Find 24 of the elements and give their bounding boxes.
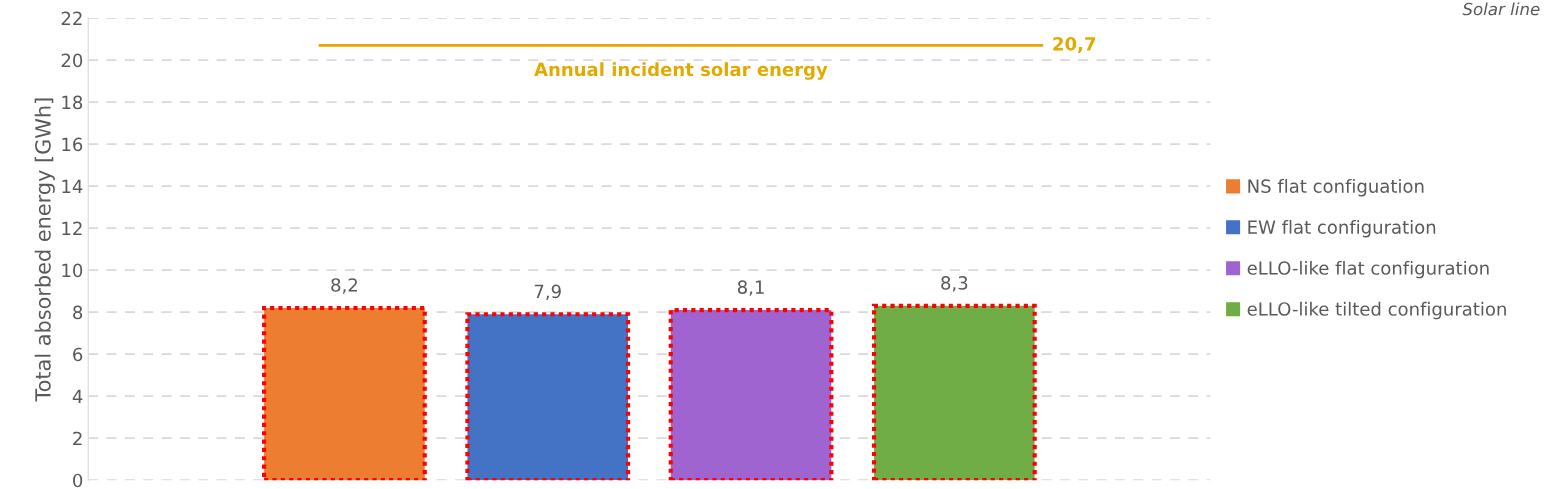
ref-line-label: Annual incident solar energy [534, 62, 828, 80]
data-label: 8,1 [737, 280, 764, 296]
annotation: 20,7 [1053, 36, 1096, 53]
y-tick-label: 16 [62, 137, 83, 152]
data-label: 8,3 [941, 276, 968, 292]
y-tick-label: 4 [72, 389, 83, 404]
legend-label: eLLO-like flat configuration [1247, 260, 1489, 279]
y-axis-title: Total absorbed energy [GWh] [34, 98, 55, 402]
legend-label: eLLO-like tilted configuration [1247, 301, 1506, 320]
y-tick-label: 6 [73, 347, 83, 362]
text: Solar line [1462, 2, 1540, 16]
legend-label: EW flat configuration [1248, 219, 1436, 238]
y-tick-label: 10 [62, 263, 83, 278]
y-tick-label: 22 [61, 11, 82, 25]
data-label: 8,2 [331, 278, 357, 294]
y-tick-label: 18 [62, 95, 83, 110]
y-tick-label: 20 [61, 53, 83, 68]
y-tick-label: 14 [62, 179, 83, 193]
y-tick-label: 12 [62, 221, 82, 235]
y-tick-label: 0 [73, 473, 83, 488]
y-tick-label: 8 [73, 305, 83, 320]
y-tick-label: 2 [73, 431, 82, 446]
data-label: 7,9 [534, 284, 561, 300]
legend-label: NS flat configuation [1248, 178, 1424, 197]
